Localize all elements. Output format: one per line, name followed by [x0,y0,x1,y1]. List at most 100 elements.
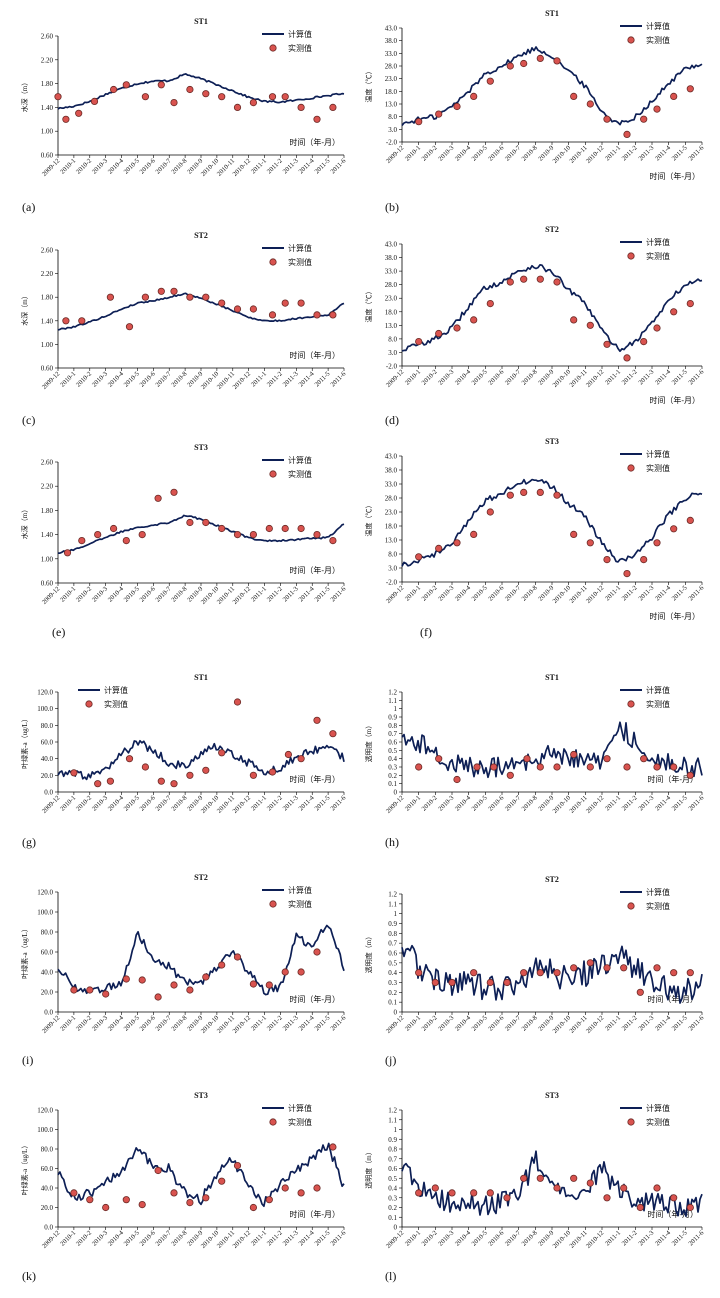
y-tick-label: 13.0 [385,322,398,330]
chart-title: ST2 [194,873,208,882]
measured-point [503,1194,511,1202]
y-tick-label: 1.80 [41,294,54,302]
y-tick-label: 1.40 [41,317,54,325]
measured-point [284,750,292,759]
measured-point [186,85,194,94]
x-tick-label: 2010-5 [123,157,142,176]
x-tick-label: 2010-2 [75,157,93,175]
measured-point [329,1143,337,1151]
measured-point [603,340,611,348]
legend-label-computed: 计算值 [288,29,312,39]
measured-point [520,488,528,496]
measured-point [623,763,631,771]
measured-point [313,1184,321,1192]
x-tick-label: 2010-6 [487,584,506,603]
y-tick-label: 120.0 [37,889,53,897]
x-tick-label: 2011-2 [266,370,284,388]
x-tick-label: 2011-1 [250,585,268,603]
x-tick-label: 2010-7 [154,585,173,604]
x-tick-label: 2010-12 [585,584,605,604]
x-tick-label: 2011-5 [314,1229,332,1247]
x-axis-label: 时间（年-月） [649,171,700,181]
x-tick-label: 2011-2 [621,1014,639,1032]
measured-point [431,978,439,987]
measured-point [553,969,561,977]
y-tick-label: 13.0 [385,537,398,545]
x-tick-label: 2011-3 [637,144,655,162]
y-tick-label: 0.8 [388,722,397,730]
x-tick-label: 2010-1 [404,794,422,812]
chart-title: ST2 [545,875,559,884]
x-tick-label: 2011-2 [621,584,639,602]
x-tick-label: 2010-7 [504,1229,523,1248]
legend-label-measured: 实测值 [646,35,670,45]
y-tick-label: 1.2 [388,689,397,697]
legend-label-computed: 计算值 [288,885,312,895]
measured-point [102,1203,110,1212]
x-tick-label: 2010-4 [454,584,473,603]
x-tick-label: 2011-2 [266,157,284,175]
measured-point [186,986,194,994]
x-tick-label: 2010-3 [91,157,110,176]
x-tick-label: 2010-1 [59,585,77,603]
y-tick-label: 40.0 [41,969,54,977]
y-tick-label: 13.0 [385,101,398,109]
measured-point [218,961,226,969]
measured-point [620,1184,628,1192]
measured-point [435,329,443,338]
x-tick-label: 2010-1 [59,157,77,175]
measured-point [603,1194,611,1202]
measured-point [536,54,544,63]
x-tick-label: 2010-7 [504,144,523,163]
x-tick-label: 2010-3 [91,1014,110,1033]
x-tick-label: 2010-7 [154,794,173,813]
x-tick-label: 2010-6 [139,1014,158,1033]
x-tick-label: 2010-5 [471,1229,490,1248]
y-axis-label: 透明度（m） [364,1148,373,1188]
chart-panel: ST3 -2.0 3.0 8.0 13.0 18.0 23.0 28.0 33.0 38.0 43.… [364,437,706,639]
y-tick-label: 80.0 [41,722,54,730]
measured-point [265,1196,273,1204]
measured-point [506,491,514,499]
measured-point [435,755,443,763]
x-tick-label: 2010-8 [521,584,540,603]
y-tick-label: 120.0 [37,1107,53,1115]
panel-caption: (g) [22,835,36,849]
y-tick-label: 38.0 [385,37,398,45]
y-tick-label: 0.3 [388,1194,397,1202]
y-tick-label: 0.2 [388,989,397,997]
panel-caption: (a) [22,200,35,214]
legend-marker-swatch [269,258,277,266]
x-tick-label: 2009-12 [41,157,61,177]
measured-point [106,777,115,785]
x-tick-label: 2011-3 [637,584,655,602]
measured-point [186,518,194,527]
x-tick-label: 2011-3 [282,370,300,388]
measured-point [415,763,423,771]
measured-point [110,85,118,94]
measured-point [233,530,242,539]
measured-point [490,763,498,771]
y-tick-label: 20.0 [41,1204,54,1212]
measured-point [520,969,528,977]
measured-point [486,77,494,85]
measured-point [448,978,456,987]
y-tick-label: 2.60 [41,247,54,255]
x-tick-label: 2010-2 [421,144,439,162]
measured-point [640,755,648,763]
y-tick-label: 3.0 [388,565,397,573]
measured-point [297,524,305,533]
x-tick-label: 2010-8 [170,585,189,604]
measured-point [141,293,149,301]
measured-point [503,978,511,987]
measured-point [586,321,594,329]
chart-title: ST1 [545,673,559,682]
x-tick-label: 2010-5 [471,144,490,163]
measured-point [249,771,257,779]
y-tick-label: 0.4 [388,969,397,977]
x-axis-label: 时间（年-月） [289,774,340,784]
x-tick-label: 2010-7 [504,1014,523,1033]
x-tick-label: 2010-5 [123,1229,142,1248]
x-tick-label: 2010-12 [585,1014,605,1034]
legend-marker-swatch [269,470,277,478]
